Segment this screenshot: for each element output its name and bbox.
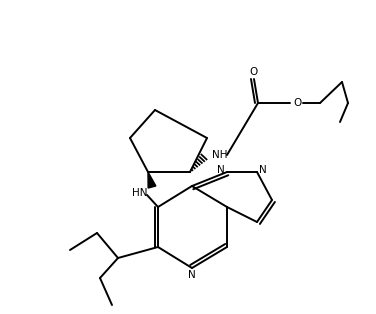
Text: N: N — [217, 165, 225, 175]
Text: O: O — [250, 67, 258, 77]
Text: NH: NH — [212, 150, 228, 160]
Text: O: O — [293, 98, 301, 108]
Polygon shape — [148, 172, 156, 188]
Text: N: N — [188, 270, 196, 280]
Text: N: N — [259, 165, 267, 175]
Text: HN: HN — [132, 188, 148, 198]
